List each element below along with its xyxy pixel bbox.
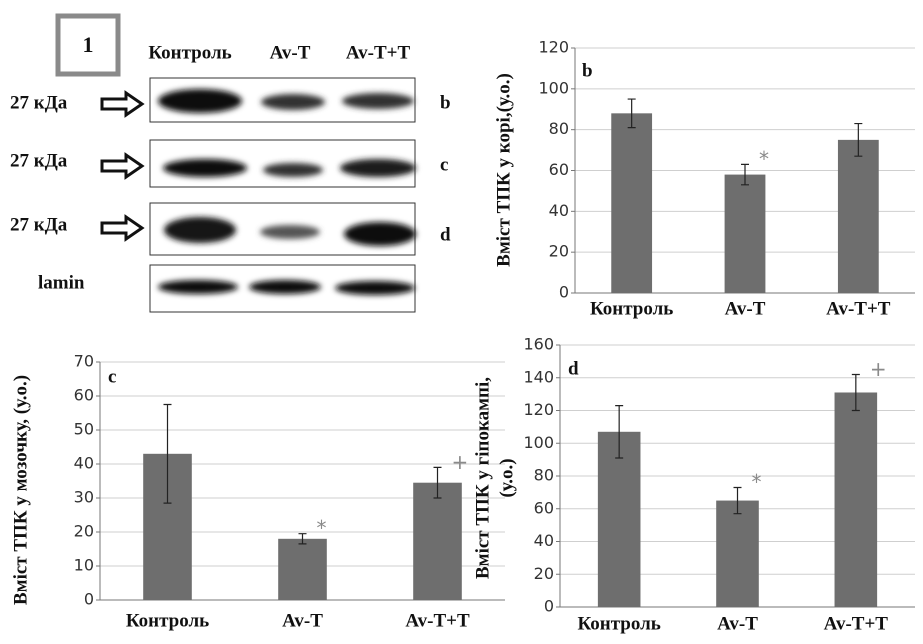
blot-row-label: 27 кДа <box>10 150 68 171</box>
y-axis-label: Вміст ТПК у гіпокампі, <box>472 377 493 579</box>
blot-row: 27 кДа b <box>10 78 451 122</box>
y-tick-label: 30 <box>74 488 94 507</box>
y-axis-label: Вміст ТПК у корі,(у.о.) <box>493 73 514 267</box>
x-tick-label: Av-T <box>717 613 758 634</box>
x-tick-label: Контроль <box>577 613 660 634</box>
significance-marker: * <box>759 147 769 171</box>
blot-row: 27 кДа c <box>10 140 448 187</box>
x-tick-label: Контроль <box>590 298 673 319</box>
y-tick-label: 60 <box>534 498 554 517</box>
y-axis-label: Вміст ТПК у мозочку, (у.о.) <box>10 375 31 605</box>
bar <box>838 140 879 293</box>
y-tick-label: 20 <box>74 522 94 541</box>
blot-panel-label: c <box>440 154 448 175</box>
significance-marker: * <box>752 470 762 494</box>
y-tick-label: 0 <box>559 283 569 302</box>
y-tick-label: 40 <box>549 201 569 220</box>
significance-marker: + <box>870 357 887 381</box>
y-tick-label: 140 <box>523 367 554 386</box>
x-tick-label: Av-T+T <box>826 298 891 319</box>
bar <box>835 392 878 607</box>
blot-panel-label: b <box>440 92 451 113</box>
bar <box>611 113 652 293</box>
y-tick-label: 80 <box>534 466 554 485</box>
y-tick-label: 20 <box>534 564 554 583</box>
blot-row-label: 27 кДа <box>10 92 68 113</box>
panel-label: d <box>568 358 579 379</box>
blot-row: lamin <box>38 265 415 312</box>
bar <box>725 175 766 293</box>
y-tick-label: 120 <box>523 400 554 419</box>
y-tick-label: 80 <box>549 119 569 138</box>
bar <box>413 483 462 600</box>
bar <box>278 539 327 600</box>
y-tick-label: 10 <box>74 556 94 575</box>
blot-row: 27 кДа d <box>10 203 451 255</box>
panel-label: b <box>582 60 593 81</box>
blot-column-label: Av-T <box>270 42 311 63</box>
y-tick-label: 40 <box>534 531 554 550</box>
y-tick-label: 50 <box>74 420 94 439</box>
loading-control-label: lamin <box>38 272 85 293</box>
blot-panel-label: d <box>440 224 451 245</box>
x-tick-label: Av-T+T <box>824 613 889 634</box>
x-tick-label: Контроль <box>126 610 209 631</box>
y-tick-label: 60 <box>74 386 94 405</box>
y-tick-label: 100 <box>538 78 569 97</box>
blot-row-label: 27 кДа <box>10 214 68 235</box>
significance-marker: * <box>317 516 327 540</box>
figure-number: 1 <box>83 32 94 57</box>
x-tick-label: Av-T <box>282 610 323 631</box>
significance-marker: + <box>452 450 469 474</box>
y-tick-label: 70 <box>74 352 94 371</box>
y-tick-label: 0 <box>544 597 554 616</box>
y-tick-label: 120 <box>538 38 569 57</box>
figure: 1 Контроль Av-T Av-T+T 27 кДа b 27 кДа c… <box>0 0 923 644</box>
x-tick-label: Av-T <box>725 298 766 319</box>
bar <box>716 501 759 607</box>
y-tick-label: 20 <box>549 242 569 261</box>
y-axis-label: (у.о.) <box>496 458 517 497</box>
panel-label: c <box>108 366 116 387</box>
y-tick-label: 100 <box>523 433 554 452</box>
y-tick-label: 60 <box>549 160 569 179</box>
blot-column-label: Av-T+T <box>346 42 411 63</box>
y-tick-label: 160 <box>523 335 554 354</box>
y-tick-label: 40 <box>74 454 94 473</box>
blot-column-label: Контроль <box>148 42 231 63</box>
x-tick-label: Av-T+T <box>405 610 470 631</box>
y-tick-label: 0 <box>84 590 94 609</box>
